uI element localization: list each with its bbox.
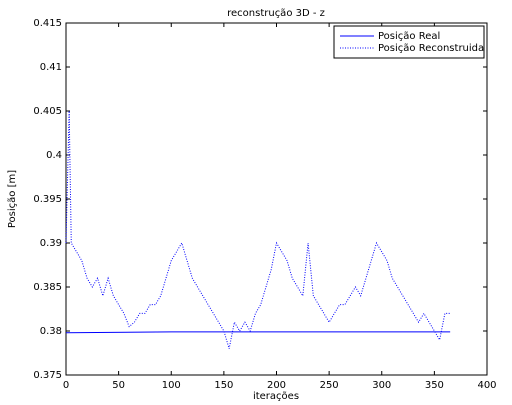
y-tick-label: 0.415: [33, 18, 62, 29]
series-line: [65, 331, 451, 334]
y-tick-label: 0.375: [33, 370, 62, 381]
legend-label: Posição Reconstruida: [378, 43, 484, 54]
y-tick-label: 0.39: [40, 238, 62, 249]
y-tick-label: 0.395: [33, 194, 62, 205]
y-tick-label: 0.385: [33, 282, 62, 293]
x-tick-label: 0: [63, 380, 69, 391]
x-tick-label: 350: [425, 380, 444, 391]
plot-area: [65, 22, 488, 376]
y-tick-label: 0.405: [33, 106, 62, 117]
x-tick-label: 100: [162, 380, 181, 391]
y-tick-label: 0.38: [40, 326, 62, 337]
y-tick-label: 0.4: [46, 150, 62, 161]
legend-box: [333, 25, 485, 59]
x-tick-label: 200: [267, 380, 286, 391]
series-line: [65, 110, 451, 349]
y-axis-label: Posição [m]: [7, 170, 18, 228]
legend-label: Posição Real: [378, 31, 440, 42]
x-tick-label: 250: [320, 380, 339, 391]
x-tick-label: 400: [477, 380, 496, 391]
x-axis-label: iterações: [253, 391, 299, 402]
x-tick-label: 50: [112, 380, 125, 391]
x-tick-label: 300: [372, 380, 391, 391]
chart-title: reconstrução 3D - z: [227, 8, 325, 19]
x-tick-label: 150: [214, 380, 233, 391]
y-tick-label: 0.41: [40, 62, 62, 73]
